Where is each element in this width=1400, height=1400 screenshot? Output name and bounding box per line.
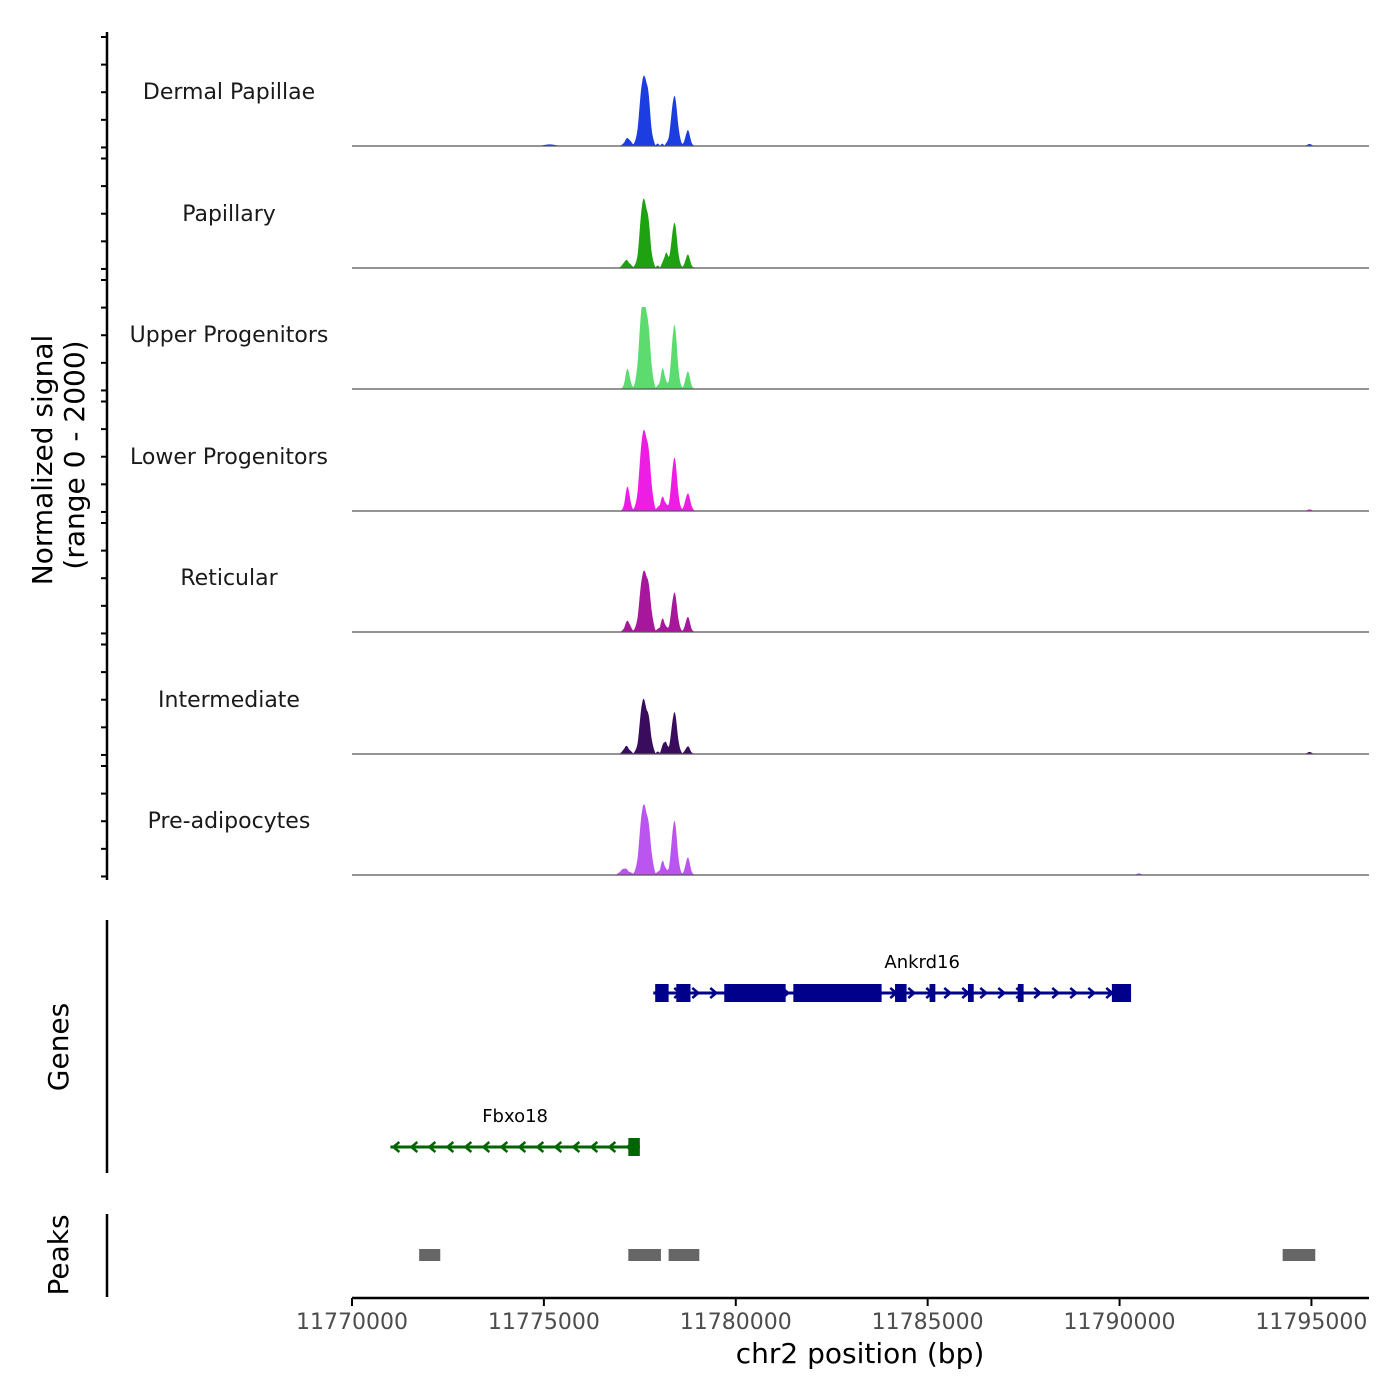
exon bbox=[929, 984, 936, 1002]
genes-axis-title: Genes bbox=[42, 1003, 75, 1091]
gene-ankrd16: Ankrd16 bbox=[653, 952, 1132, 1002]
track-reticular: Reticular bbox=[180, 566, 1369, 633]
track-label: Intermediate bbox=[158, 688, 300, 713]
strand-arrow bbox=[535, 1141, 545, 1153]
signal-area bbox=[352, 804, 1369, 875]
x-tick-label: 11775000 bbox=[488, 1310, 600, 1335]
strand-arrow bbox=[409, 1141, 419, 1153]
strand-arrow bbox=[463, 1141, 473, 1153]
strand-arrow bbox=[997, 987, 1007, 999]
peak-region bbox=[668, 1249, 700, 1261]
strand-arrow bbox=[943, 987, 953, 999]
strand-arrow bbox=[589, 1141, 599, 1153]
peak-region bbox=[419, 1249, 441, 1261]
track-label: Lower Progenitors bbox=[130, 445, 328, 470]
exon bbox=[1111, 984, 1132, 1002]
x-tick-label: 11790000 bbox=[1064, 1310, 1176, 1335]
track-label: Papillary bbox=[182, 202, 276, 227]
strand-arrow bbox=[1033, 987, 1043, 999]
track-intermediate: Intermediate bbox=[158, 688, 1369, 755]
peaks-axis-title: Peaks bbox=[42, 1214, 75, 1295]
strand-arrow bbox=[499, 1141, 509, 1153]
exon bbox=[628, 1138, 640, 1156]
track-papillary: Papillary bbox=[182, 198, 1369, 269]
gene-label: Ankrd16 bbox=[884, 952, 960, 973]
strand-arrow bbox=[607, 1141, 617, 1153]
x-tick-label: 11795000 bbox=[1255, 1310, 1367, 1335]
x-axis-ticks: 11770000 11775000 11780000 11785000 11790000… bbox=[296, 1298, 1367, 1335]
exon bbox=[1017, 984, 1024, 1002]
peak-regions bbox=[419, 1249, 1316, 1261]
track-lower-progenitors: Lower Progenitors bbox=[130, 429, 1369, 512]
gene-label: Fbxo18 bbox=[482, 1106, 548, 1127]
signal-area bbox=[352, 307, 1369, 389]
strand-arrow bbox=[391, 1141, 401, 1153]
signal-area bbox=[352, 698, 1369, 754]
strand-arrow bbox=[427, 1141, 437, 1153]
track-label: Upper Progenitors bbox=[130, 323, 329, 348]
strand-arrow bbox=[481, 1141, 491, 1153]
gene-fbxo18: Fbxo18 bbox=[390, 1106, 640, 1156]
peak-region bbox=[1282, 1249, 1316, 1261]
strand-arrow bbox=[445, 1141, 455, 1153]
strand-arrow bbox=[907, 987, 917, 999]
track-dermal-papillae: Dermal Papillae bbox=[143, 75, 1369, 147]
coverage-tracks: Dermal Papillae Papillary Upper Progenitor… bbox=[130, 75, 1369, 876]
track-label: Reticular bbox=[180, 566, 278, 591]
signal-area bbox=[352, 198, 1369, 268]
strand-arrow bbox=[553, 1141, 563, 1153]
exon bbox=[967, 984, 974, 1002]
strand-arrow bbox=[1069, 987, 1079, 999]
strand-arrow bbox=[1087, 987, 1097, 999]
track-upper-progenitors: Upper Progenitors bbox=[130, 307, 1369, 390]
x-tick-label: 11785000 bbox=[872, 1310, 984, 1335]
y-axis-title-line2: (range 0 - 2000) bbox=[58, 340, 91, 569]
strand-arrow bbox=[709, 987, 719, 999]
track-label: Pre-adipocytes bbox=[148, 809, 311, 834]
peak-region bbox=[628, 1249, 661, 1261]
y-axis-title-line1: Normalized signal bbox=[26, 335, 59, 586]
x-axis-title: chr2 position (bp) bbox=[736, 1337, 985, 1370]
strand-arrow bbox=[1051, 987, 1061, 999]
coverage-y-ticks bbox=[101, 36, 107, 878]
exon bbox=[655, 984, 669, 1002]
strand-arrow bbox=[571, 1141, 581, 1153]
signal-area bbox=[352, 429, 1369, 511]
track-label: Dermal Papillae bbox=[143, 80, 315, 105]
exon bbox=[676, 984, 691, 1002]
strand-arrow bbox=[691, 987, 701, 999]
strand-arrow bbox=[979, 987, 989, 999]
x-tick-label: 11770000 bbox=[296, 1310, 408, 1335]
track-pre-adipocytes: Pre-adipocytes bbox=[148, 804, 1369, 876]
gene-annotations: Ankrd16 Fbxo18 bbox=[390, 952, 1132, 1156]
exon bbox=[793, 984, 882, 1002]
x-tick-label: 11780000 bbox=[680, 1310, 792, 1335]
signal-area bbox=[352, 570, 1369, 632]
exon bbox=[724, 984, 786, 1002]
exon bbox=[895, 984, 907, 1002]
signal-area bbox=[352, 75, 1369, 146]
strand-arrow bbox=[517, 1141, 527, 1153]
